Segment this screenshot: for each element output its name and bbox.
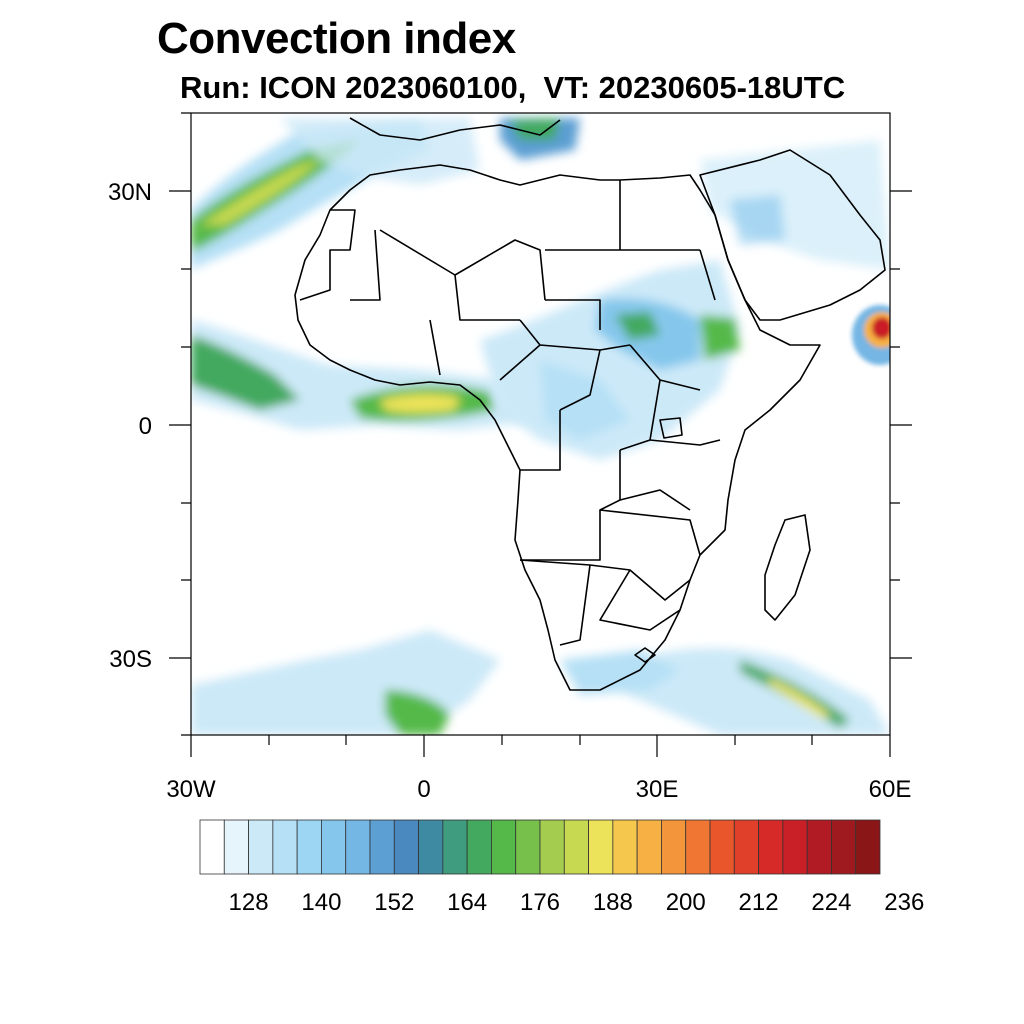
colorbar-swatch: [588, 819, 614, 875]
lon-label-0: 0: [417, 776, 430, 803]
colorbar-label: 212: [739, 889, 779, 916]
field-atlantic-west: [191, 335, 300, 410]
field-arabia-spot: [730, 195, 785, 245]
colorbar-label: 176: [520, 889, 560, 916]
colorbar-swatch: [321, 819, 347, 875]
colorbar-label: 128: [229, 889, 269, 916]
plot-frame: [169, 112, 912, 757]
convection-field: [191, 118, 890, 735]
field-south-africa-light: [560, 650, 680, 695]
lat-label-30s: 30S: [109, 646, 152, 673]
lesotho: [634, 647, 656, 663]
colorbar-swatch: [539, 819, 565, 875]
colorbar-swatch: [272, 819, 298, 875]
colorbar-swatch: [733, 819, 759, 875]
colorbar-swatch: [806, 819, 832, 875]
colorbar: [199, 819, 881, 875]
colorbar-swatch: [685, 819, 711, 875]
colorbar-swatch: [369, 819, 395, 875]
colorbar-swatch: [418, 819, 444, 875]
colorbar-swatch: [831, 819, 857, 875]
colorbar-label: 236: [884, 889, 924, 916]
field-south-atlantic-light: [191, 630, 500, 735]
field-sudan-core: [615, 312, 660, 340]
lake-victoria: [659, 417, 683, 439]
field-med-green: [510, 118, 560, 140]
colorbar-label: 224: [811, 889, 851, 916]
field-nafrica-light: [280, 118, 480, 185]
colorbar-label: 152: [374, 889, 414, 916]
lon-label-30e: 30E: [636, 776, 679, 803]
colorbar-swatch: [758, 819, 784, 875]
colorbar-swatch: [709, 819, 735, 875]
colorbar-swatch: [563, 819, 589, 875]
field-arabian-sea-core: [872, 317, 890, 339]
colorbar-swatch: [442, 819, 468, 875]
colorbar-labels: 128 140 152 164 176 188 200 212 224 236: [229, 889, 925, 916]
coastlines-borders: [294, 117, 886, 691]
field-south-atlantic-green: [385, 690, 450, 735]
colorbar-swatch: [248, 819, 274, 875]
colorbar-label: 164: [447, 889, 487, 916]
colorbar-swatch: [636, 819, 662, 875]
lon-label-30w: 30W: [166, 776, 216, 803]
field-ethiopia: [700, 315, 740, 360]
colorbar-swatch: [491, 819, 517, 875]
field-arabia: [700, 140, 890, 270]
colorbar-swatch: [345, 819, 371, 875]
field-central-light: [480, 260, 740, 460]
colorbar-label: 188: [593, 889, 633, 916]
colorbar-label: 140: [301, 889, 341, 916]
colorbar-swatch: [296, 819, 322, 875]
lat-label-0: 0: [139, 413, 152, 440]
map-title: Convection index: [157, 14, 516, 63]
colorbar-swatch: [223, 819, 249, 875]
colorbar-swatch: [612, 819, 638, 875]
lon-labels: 30W 0 30E 60E: [166, 776, 911, 803]
lat-labels: 30N 0 30S: [108, 179, 152, 673]
field-nw-atlantic-mid: [191, 140, 360, 252]
colorbar-swatch: [466, 819, 492, 875]
colorbar-swatch: [393, 819, 419, 875]
colorbar-swatch: [855, 819, 881, 875]
borders-north: [299, 180, 716, 330]
colorbar-swatch: [515, 819, 541, 875]
europe-coast: [349, 117, 561, 141]
lon-label-60e: 60E: [869, 776, 912, 803]
field-congo: [540, 360, 630, 440]
lat-label-30n: 30N: [108, 179, 152, 206]
field-nw-atlantic-core: [200, 160, 320, 225]
field-guinea-core: [380, 393, 460, 413]
colorbar-label: 200: [666, 889, 706, 916]
madagascar: [764, 514, 811, 621]
colorbar-swatch: [199, 819, 225, 875]
colorbar-swatch: [782, 819, 808, 875]
arabia: [699, 149, 886, 321]
map-subtitle: Run: ICON 2023060100, VT: 20230605-18UTC: [180, 70, 846, 105]
field-south-indian-core: [768, 678, 830, 719]
borders-south: [519, 489, 701, 646]
colorbar-swatch: [661, 819, 687, 875]
